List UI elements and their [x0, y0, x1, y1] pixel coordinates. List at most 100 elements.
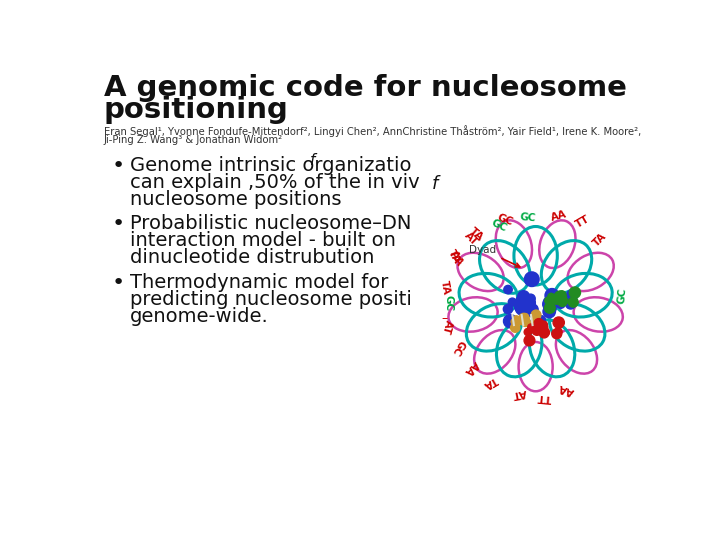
Text: A genomic code for nucleosome: A genomic code for nucleosome — [104, 74, 627, 102]
Circle shape — [531, 319, 539, 327]
Circle shape — [521, 299, 534, 313]
Text: GC: GC — [520, 212, 536, 223]
Circle shape — [531, 310, 541, 320]
Text: •: • — [112, 273, 125, 293]
Circle shape — [544, 304, 554, 315]
Circle shape — [554, 291, 567, 303]
Text: GC: GC — [490, 218, 508, 233]
Circle shape — [552, 329, 562, 339]
Text: GC: GC — [616, 287, 628, 305]
Text: TA: TA — [468, 225, 485, 242]
Circle shape — [523, 300, 534, 310]
Circle shape — [514, 316, 518, 321]
Circle shape — [559, 291, 566, 298]
Circle shape — [518, 291, 529, 302]
Text: GC: GC — [496, 213, 514, 228]
Circle shape — [555, 292, 562, 300]
Circle shape — [511, 319, 517, 325]
Circle shape — [524, 335, 535, 346]
Text: f: f — [432, 175, 438, 193]
Circle shape — [536, 325, 546, 335]
Text: TA: TA — [592, 231, 609, 248]
Circle shape — [532, 326, 542, 335]
Circle shape — [554, 293, 563, 302]
Circle shape — [544, 302, 555, 313]
Circle shape — [570, 287, 580, 298]
Circle shape — [522, 319, 530, 327]
Text: TT: TT — [574, 214, 592, 230]
Circle shape — [528, 324, 534, 330]
Circle shape — [520, 315, 525, 320]
Circle shape — [552, 294, 561, 304]
Circle shape — [556, 299, 565, 308]
Text: •: • — [112, 156, 125, 176]
Circle shape — [528, 304, 538, 315]
Circle shape — [520, 296, 529, 306]
Circle shape — [544, 297, 553, 307]
Circle shape — [540, 321, 547, 328]
Text: TA: TA — [439, 280, 451, 296]
Text: positioning: positioning — [104, 96, 289, 124]
Text: AA: AA — [558, 381, 576, 396]
Circle shape — [503, 314, 517, 328]
Circle shape — [515, 300, 527, 313]
Text: Ji-Ping Z. Wang³ & Jonathan Widom²: Ji-Ping Z. Wang³ & Jonathan Widom² — [104, 135, 283, 145]
Circle shape — [520, 315, 525, 321]
Circle shape — [550, 296, 560, 306]
Circle shape — [558, 297, 567, 306]
Circle shape — [553, 317, 564, 328]
Text: Genome intrinsic organizatio: Genome intrinsic organizatio — [130, 156, 412, 174]
Text: Probabilistic nucleosome–DN: Probabilistic nucleosome–DN — [130, 214, 412, 233]
Circle shape — [553, 293, 565, 306]
Text: –: – — [441, 313, 447, 326]
Text: dinucleotide distrubution: dinucleotide distrubution — [130, 248, 374, 267]
Circle shape — [554, 295, 561, 302]
Circle shape — [510, 323, 520, 332]
Circle shape — [567, 289, 577, 301]
Text: AT: AT — [512, 387, 528, 399]
Circle shape — [547, 296, 554, 302]
Text: Thermodynamic model for: Thermodynamic model for — [130, 273, 389, 292]
Text: Eran Segal¹, Yvonne Fondufe-Mittendorf², Lingyi Chen², AnnChristine Thåström², Y: Eran Segal¹, Yvonne Fondufe-Mittendorf²,… — [104, 125, 642, 137]
Text: f: f — [310, 153, 315, 168]
Text: Dyad: Dyad — [469, 245, 520, 267]
Circle shape — [535, 325, 544, 334]
Circle shape — [566, 299, 575, 309]
Text: TT: TT — [536, 392, 552, 403]
Text: AA: AA — [550, 209, 568, 222]
Circle shape — [536, 322, 548, 334]
Circle shape — [554, 295, 560, 301]
Text: predicting nucleosome positi: predicting nucleosome positi — [130, 289, 412, 309]
Circle shape — [559, 296, 567, 305]
Circle shape — [517, 303, 529, 315]
Circle shape — [503, 305, 513, 314]
Text: can explain ,50% of the in viv: can explain ,50% of the in viv — [130, 173, 420, 192]
Circle shape — [539, 328, 549, 338]
Circle shape — [520, 295, 536, 310]
Text: interaction model - built on: interaction model - built on — [130, 231, 396, 250]
Circle shape — [516, 294, 531, 309]
Circle shape — [537, 315, 546, 324]
Circle shape — [555, 292, 562, 299]
Circle shape — [516, 316, 525, 325]
Circle shape — [523, 319, 530, 325]
Circle shape — [557, 299, 566, 307]
Text: AT: AT — [441, 319, 454, 335]
Circle shape — [548, 293, 554, 300]
Circle shape — [554, 294, 565, 304]
Circle shape — [568, 297, 578, 307]
Circle shape — [546, 304, 556, 313]
Circle shape — [545, 288, 559, 302]
Circle shape — [524, 328, 531, 336]
Circle shape — [523, 314, 528, 319]
Circle shape — [508, 298, 516, 306]
Circle shape — [543, 306, 555, 318]
Circle shape — [504, 285, 512, 294]
Text: •: • — [112, 214, 125, 234]
Circle shape — [526, 294, 535, 303]
Circle shape — [536, 323, 543, 329]
Circle shape — [554, 328, 562, 335]
Circle shape — [545, 297, 552, 305]
Circle shape — [557, 293, 564, 301]
Text: nucleosome positions: nucleosome positions — [130, 190, 342, 208]
